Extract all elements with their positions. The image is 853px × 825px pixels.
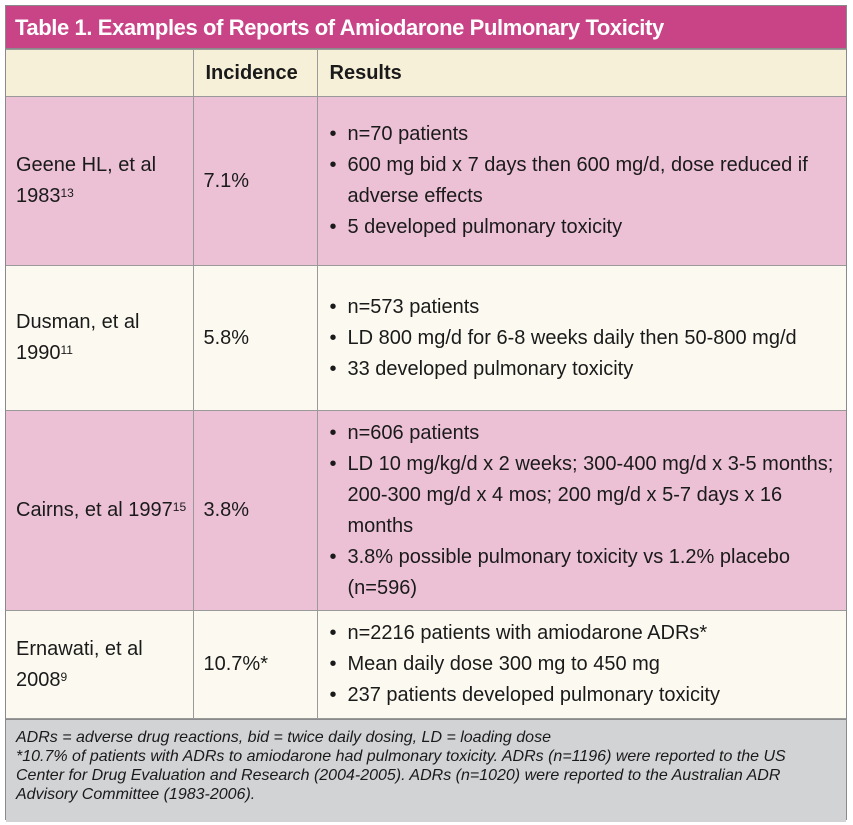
- study-name: Geene HL, et al 1983: [16, 154, 157, 207]
- table-footnote: ADRs = adverse drug reactions, bid = twi…: [6, 719, 846, 822]
- results-cell: • n=70 patients • 600 mg bid x 7 days then…: [316, 96, 846, 266]
- bullet-icon: •: [329, 653, 337, 675]
- table-container: Table 1. Examples of Reports of Amiodaro…: [5, 5, 847, 822]
- incidence-cell: 5.8%: [192, 265, 318, 411]
- table-row: Cairns, et al 199715 3.8% • n=606 patient…: [6, 410, 846, 611]
- header-study: [6, 49, 194, 97]
- bullet-icon: •: [329, 123, 337, 145]
- incidence-cell: 10.7%*: [192, 610, 318, 719]
- results-list: • n=573 patients • LD 800 mg/d for 6-8 wee…: [328, 292, 839, 385]
- study-cell: Ernawati, et al 20089: [6, 610, 194, 719]
- list-item: • n=606 patients: [328, 418, 839, 449]
- study-name: Dusman, et al 1990: [16, 311, 140, 364]
- bullet-icon: •: [329, 622, 337, 644]
- list-item: • 600 mg bid x 7 days then 600 mg/d, dose…: [328, 150, 839, 212]
- toxicity-table: Incidence Results Geene HL, et al 198313…: [6, 49, 846, 719]
- list-item: • n=573 patients: [328, 292, 839, 323]
- study-name: Cairns, et al 1997: [16, 499, 173, 521]
- study-cell: Dusman, et al 199011: [6, 265, 194, 411]
- bullet-icon: •: [329, 684, 337, 706]
- bullet-icon: •: [329, 216, 337, 238]
- results-cell: • n=573 patients • LD 800 mg/d for 6-8 wee…: [316, 265, 846, 411]
- study-cell: Cairns, et al 199715: [6, 410, 194, 611]
- results-list: • n=2216 patients with amiodarone ADRs* •…: [328, 618, 839, 711]
- bullet-icon: •: [329, 545, 337, 568]
- bullet-icon: •: [329, 452, 337, 475]
- list-item: • n=2216 patients with amiodarone ADRs*: [328, 618, 839, 649]
- footnote-asterisk: *10.7% of patients with ADRs to amiodaro…: [16, 748, 786, 803]
- list-item: • 33 developed pulmonary toxicity: [328, 354, 839, 385]
- reference-number: 13: [60, 186, 74, 200]
- table-title: Table 1. Examples of Reports of Amiodaro…: [6, 6, 846, 49]
- study-name: Ernawati, et al 2008: [16, 637, 143, 691]
- header-incidence: Incidence: [192, 49, 318, 97]
- table-row: Geene HL, et al 198313 7.1% • n=70 patien…: [6, 96, 846, 266]
- header-row: Incidence Results: [6, 49, 846, 97]
- results-list: • n=70 patients • 600 mg bid x 7 days then…: [328, 119, 839, 243]
- bullet-icon: •: [329, 421, 337, 444]
- list-item: • LD 800 mg/d for 6-8 weeks daily then 50…: [328, 323, 839, 354]
- bullet-icon: •: [329, 326, 337, 349]
- bullet-icon: •: [329, 295, 337, 318]
- results-list: • n=606 patients • LD 10 mg/kg/d x 2 weeks…: [328, 418, 839, 604]
- reference-number: 15: [172, 500, 187, 514]
- list-item: • 237 patients developed pulmonary toxici…: [328, 680, 839, 711]
- header-results: Results: [316, 49, 846, 97]
- reference-number: 9: [60, 669, 68, 684]
- bullet-icon: •: [329, 154, 337, 176]
- results-cell: • n=606 patients • LD 10 mg/kg/d x 2 weeks…: [316, 410, 846, 611]
- incidence-cell: 7.1%: [192, 96, 318, 266]
- list-item: • 5 developed pulmonary toxicity: [328, 212, 839, 243]
- bullet-icon: •: [329, 357, 337, 380]
- list-item: • Mean daily dose 300 mg to 450 mg: [328, 649, 839, 680]
- footnote-abbreviations: ADRs = adverse drug reactions, bid = twi…: [16, 729, 551, 746]
- list-item: • 3.8% possible pulmonary toxicity vs 1.2…: [328, 542, 839, 604]
- list-item: • n=70 patients: [328, 119, 839, 150]
- incidence-cell: 3.8%: [192, 410, 318, 611]
- table-row: Ernawati, et al 20089 10.7%* • n=2216 pat…: [6, 610, 846, 719]
- results-cell: • n=2216 patients with amiodarone ADRs* •…: [316, 610, 846, 719]
- reference-number: 11: [60, 343, 73, 357]
- table-row: Dusman, et al 199011 5.8% • n=573 patient…: [6, 265, 846, 411]
- list-item: • LD 10 mg/kg/d x 2 weeks; 300-400 mg/d x…: [328, 449, 839, 542]
- study-cell: Geene HL, et al 198313: [6, 96, 194, 266]
